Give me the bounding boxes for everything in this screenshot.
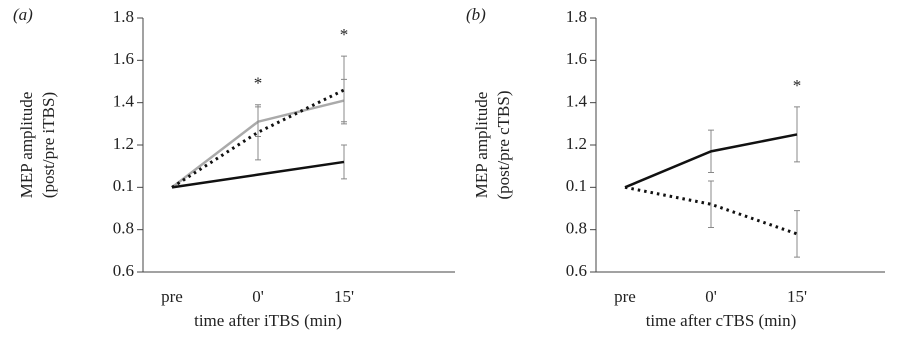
panel-label: (b) — [466, 5, 486, 24]
y-tick-label: 0.1 — [566, 176, 587, 195]
x-tick-label: 15' — [787, 287, 807, 306]
y-tick-label: 0.8 — [113, 219, 134, 238]
y-tick-label: 0.8 — [566, 219, 587, 238]
y-tick-label: 1.6 — [566, 49, 587, 68]
y-tick-label: 1.4 — [566, 92, 588, 111]
y-tick-label: 0.6 — [566, 261, 587, 280]
x-tick-label: pre — [614, 287, 636, 306]
y-tick-label: 0.1 — [113, 176, 134, 195]
error-bar — [708, 180, 714, 229]
y-axis-label: (post/pre cTBS) — [494, 90, 513, 199]
error-bar — [794, 106, 800, 163]
y-tick-label: 1.8 — [566, 7, 587, 26]
annotation: * — [793, 76, 802, 95]
error-bar — [341, 55, 347, 125]
y-tick-label: 1.4 — [113, 92, 135, 111]
annotation: * — [254, 74, 263, 93]
x-axis-label: time after iTBS (min) — [194, 311, 342, 330]
y-axis-label: MEP amplitude — [17, 92, 36, 199]
annotation: * — [340, 25, 349, 44]
series-line — [171, 88, 345, 189]
error-bar — [794, 210, 800, 258]
y-tick-label: 0.6 — [113, 261, 134, 280]
x-tick-label: 15' — [334, 287, 354, 306]
x-axis-label: time after cTBS (min) — [646, 311, 797, 330]
series-line — [171, 160, 345, 189]
series-line — [624, 133, 798, 189]
x-tick-label: 0' — [252, 287, 264, 306]
x-tick-label: 0' — [705, 287, 717, 306]
y-axis-label: MEP amplitude — [472, 92, 491, 199]
x-tick-label: pre — [161, 287, 183, 306]
y-tick-label: 1.2 — [113, 134, 134, 153]
y-axis-label: (post/pre iTBS) — [39, 92, 58, 198]
y-tick-label: 1.6 — [113, 49, 134, 68]
panel-label: (a) — [13, 5, 33, 24]
y-tick-label: 1.2 — [566, 134, 587, 153]
y-tick-label: 1.8 — [113, 7, 134, 26]
error-bar — [255, 104, 261, 161]
